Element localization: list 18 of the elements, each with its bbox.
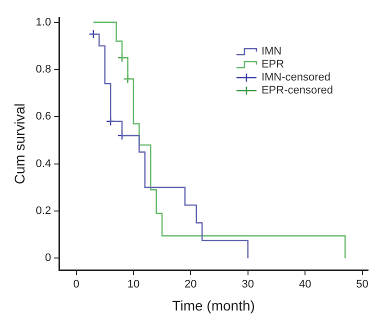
x-tick-label: 0: [73, 278, 80, 291]
y-tick-label: 1.0: [36, 16, 52, 28]
y-tick-label: 0.6: [36, 110, 52, 123]
legend-label: IMN-censored: [261, 72, 331, 84]
x-tick-label: 30: [242, 278, 254, 291]
legend-label: EPR-censored: [261, 84, 334, 97]
x-tick-label: 50: [356, 278, 368, 291]
x-tick-label: 40: [298, 278, 312, 291]
y-tick-label: 0.2: [36, 205, 52, 218]
x-axis-title: Time (month): [172, 297, 255, 314]
y-tick-label: 0.4: [36, 158, 52, 170]
legend-label: EPR: [261, 58, 284, 71]
y-axis-title: Cum survival: [11, 103, 28, 184]
y-tick-label: 0.8: [36, 64, 52, 76]
y-tick-label: 0: [44, 252, 52, 264]
x-tick-label: 10: [127, 278, 140, 291]
x-tick-label: 20: [184, 278, 197, 291]
legend-label: IMN: [261, 46, 282, 58]
